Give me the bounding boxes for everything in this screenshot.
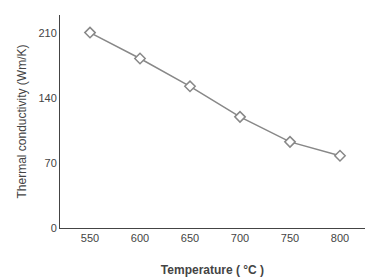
svg-text:650: 650 [181, 232, 199, 244]
svg-text:140: 140 [38, 92, 56, 104]
svg-text:70: 70 [45, 157, 57, 169]
svg-text:600: 600 [131, 232, 149, 244]
svg-text:700: 700 [231, 232, 249, 244]
svg-text:Thermal conductivity (Wm/K): Thermal conductivity (Wm/K) [15, 44, 29, 198]
svg-text:0: 0 [51, 222, 57, 234]
svg-text:800: 800 [331, 232, 349, 244]
svg-text:210: 210 [38, 27, 56, 39]
svg-text:550: 550 [81, 232, 99, 244]
svg-text:750: 750 [281, 232, 299, 244]
svg-text:Temperature ( °C ): Temperature ( °C ) [161, 263, 264, 277]
